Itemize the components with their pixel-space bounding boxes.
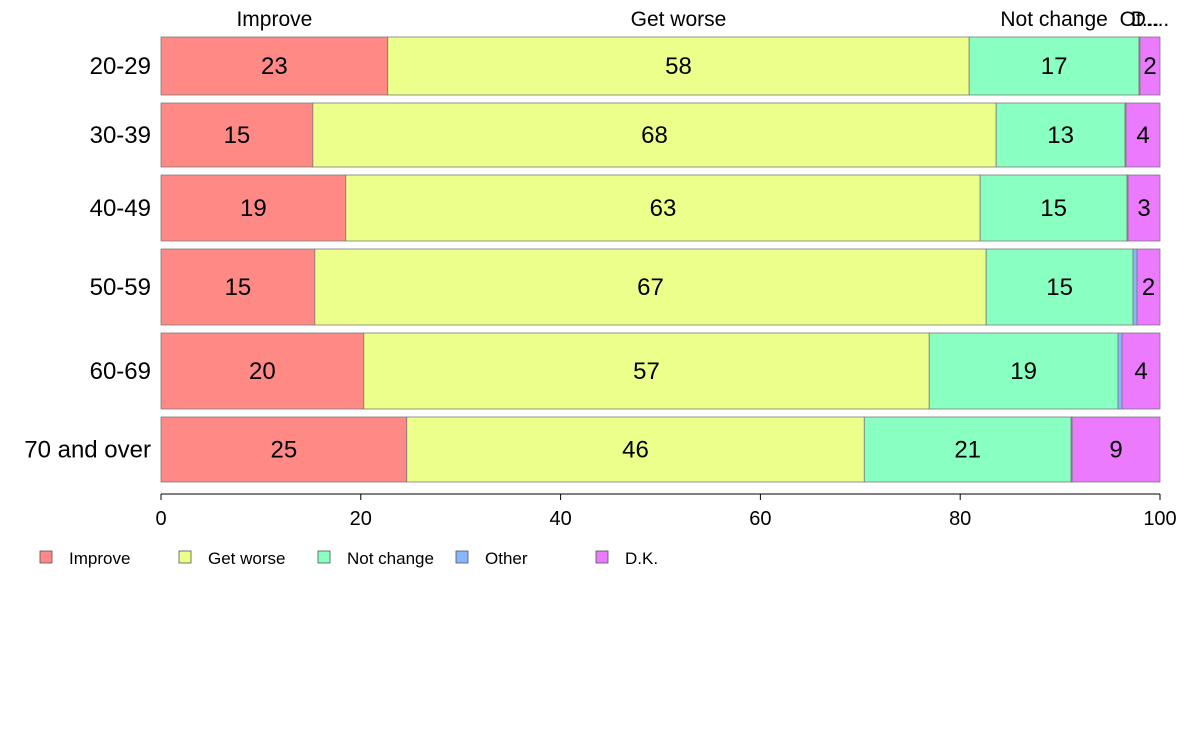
legend-swatch <box>595 550 609 564</box>
bar-segment <box>968 36 1140 96</box>
x-tick-label: 40 <box>549 508 571 530</box>
category-label: 60-69 <box>90 358 151 385</box>
legend-label: Improve <box>69 549 130 568</box>
data-label: 4 <box>1136 122 1149 149</box>
data-label: 9 <box>1109 437 1122 464</box>
legend-label: Other <box>485 549 528 568</box>
legend-swatch <box>317 550 331 564</box>
x-tick-label: 20 <box>350 508 372 530</box>
bar-segment <box>387 36 970 96</box>
bar-segment <box>160 174 347 242</box>
data-label: 15 <box>225 274 252 301</box>
bar-segment <box>363 332 930 410</box>
category-label: 30-39 <box>90 122 151 149</box>
series-header-label: Improve <box>236 8 312 31</box>
data-label: 13 <box>1047 122 1074 149</box>
legend-label: Get worse <box>208 549 285 568</box>
bar-segment <box>863 416 1072 483</box>
category-labels: 20-29 30-39 40-49 50-59 60-69 70 and over <box>24 53 151 464</box>
bar-segment <box>160 248 316 326</box>
bar-segment <box>160 102 314 168</box>
bar-segment <box>345 174 981 242</box>
data-label: 15 <box>1046 274 1073 301</box>
series-header-labels: Improve Get worse Not change Ot...D.... <box>236 8 1169 31</box>
x-tick-label: 60 <box>749 508 771 530</box>
data-label: 15 <box>224 122 251 149</box>
category-label: 20-29 <box>90 53 151 80</box>
category-label: 40-49 <box>90 195 151 222</box>
bar-segment <box>1132 248 1138 326</box>
bar-segment <box>1121 332 1161 410</box>
data-label: 25 <box>271 437 298 464</box>
bar-segment <box>160 332 365 410</box>
series-header-label: Get worse <box>631 8 727 31</box>
category-label: 70 and over <box>24 437 151 464</box>
bar-segment <box>1071 416 1161 483</box>
data-label: 20 <box>249 358 276 385</box>
series-header-label: Not change <box>1000 8 1107 31</box>
legend-label: Not change <box>347 549 434 568</box>
legend-swatch <box>455 550 469 564</box>
bar-segment <box>928 332 1119 410</box>
data-label: 67 <box>637 274 664 301</box>
data-label: 19 <box>1010 358 1037 385</box>
data-label: 46 <box>622 437 649 464</box>
x-tick-label: 100 <box>1143 508 1176 530</box>
data-label: 21 <box>954 437 981 464</box>
legend-swatch <box>39 550 53 564</box>
bar-segment <box>160 36 389 96</box>
bar-segment <box>160 416 408 483</box>
bars-layer <box>160 36 1161 483</box>
category-label: 50-59 <box>90 274 151 301</box>
data-label: 57 <box>633 358 660 385</box>
bar-segment <box>1127 174 1161 242</box>
data-label: 17 <box>1041 53 1068 80</box>
bar-segment <box>1136 248 1161 326</box>
bar-segment <box>406 416 865 483</box>
x-tick-label: 80 <box>949 508 971 530</box>
bar-segment <box>1139 36 1161 96</box>
data-label: 15 <box>1040 195 1067 222</box>
bar-segment <box>985 248 1134 326</box>
data-label: 2 <box>1143 53 1156 80</box>
data-label: 19 <box>240 195 267 222</box>
bar-segment <box>1125 102 1161 168</box>
legend-swatch <box>178 550 192 564</box>
x-tick-label: 0 <box>155 508 166 530</box>
series-header-label: D.... <box>1131 8 1170 31</box>
series-header-label: Ot... <box>1120 8 1160 31</box>
data-label: 3 <box>1137 195 1150 222</box>
data-label: 2 <box>1142 274 1155 301</box>
data-label: 68 <box>641 122 668 149</box>
legend-label: D.K. <box>625 549 658 568</box>
data-labels-layer: 23 58 17 2 15 68 13 4 19 63 15 3 15 67 15 2 20 57 19 4 25 46 2… <box>224 53 1157 464</box>
data-label: 23 <box>261 53 288 80</box>
legend: Improve Get worse Not change Other D.K. <box>39 549 658 568</box>
bar-segment <box>314 248 987 326</box>
data-label: 58 <box>665 53 692 80</box>
data-label: 4 <box>1134 358 1147 385</box>
x-axis: 0 20 40 60 80 100 <box>155 493 1177 530</box>
bar-segment <box>1117 332 1123 410</box>
bar-segment <box>995 102 1126 168</box>
bar-segment <box>312 102 997 168</box>
bar-segment <box>979 174 1128 242</box>
data-label: 63 <box>650 195 677 222</box>
